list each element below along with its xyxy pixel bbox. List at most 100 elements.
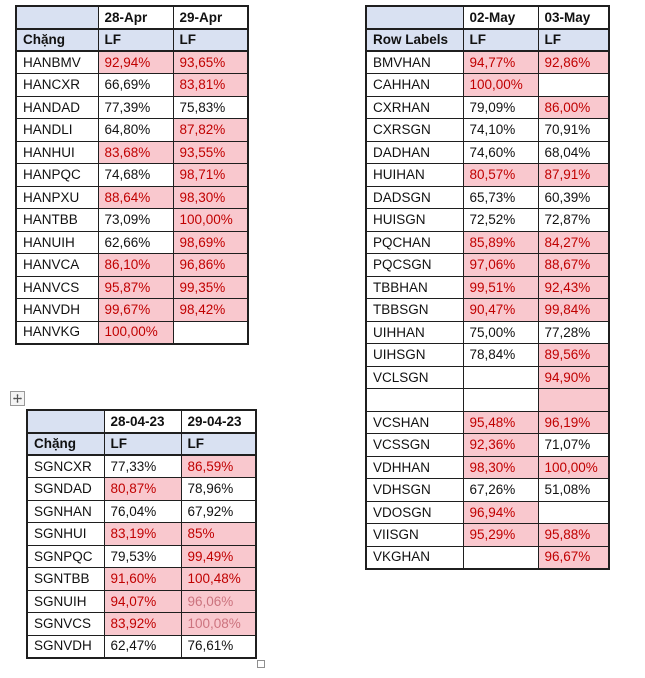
lf-value-cell[interactable]: 83,19% — [103, 522, 182, 546]
lf-value-cell[interactable]: 60,39% — [537, 185, 610, 209]
route-cell[interactable]: CXRSGN — [365, 118, 464, 142]
lf-value-cell[interactable]: 98,30% — [462, 455, 539, 479]
row-labels-header-cell[interactable]: Row Labels — [365, 28, 464, 52]
route-cell[interactable]: VIISGN — [365, 523, 464, 547]
lf-value-cell[interactable]: 67,26% — [462, 478, 539, 502]
route-cell[interactable]: HANPQC — [15, 163, 99, 187]
route-cell[interactable]: TBBSGN — [365, 298, 464, 322]
lf-header-cell[interactable]: LF — [462, 28, 539, 52]
route-cell[interactable]: VDHSGN — [365, 478, 464, 502]
route-cell[interactable]: TBBHAN — [365, 275, 464, 299]
date-header-cell[interactable]: 29-04-23 — [180, 409, 257, 434]
lf-value-cell[interactable]: 74,60% — [462, 140, 539, 164]
lf-value-cell[interactable]: 98,42% — [172, 298, 249, 322]
route-cell[interactable]: UIHSGN — [365, 343, 464, 367]
lf-value-cell[interactable]: 79,09% — [462, 95, 539, 119]
lf-value-cell[interactable] — [172, 320, 249, 344]
lf-value-cell[interactable]: 85% — [180, 522, 257, 546]
date-header-cell[interactable]: 03-May — [537, 5, 610, 30]
lf-value-cell[interactable]: 86,00% — [537, 95, 610, 119]
lf-value-cell[interactable]: 73,09% — [97, 208, 174, 232]
lf-value-cell[interactable]: 96,06% — [180, 589, 257, 613]
lf-value-cell[interactable] — [462, 365, 539, 389]
lf-value-cell[interactable]: 70,91% — [537, 118, 610, 142]
lf-value-cell[interactable]: 97,06% — [462, 253, 539, 277]
route-cell[interactable]: HANUIH — [15, 230, 99, 254]
lf-value-cell[interactable]: 98,30% — [172, 185, 249, 209]
route-cell[interactable]: SGNVDH — [26, 634, 105, 658]
route-cell[interactable]: HANBMV — [15, 50, 99, 74]
lf-value-cell[interactable]: 85,89% — [462, 230, 539, 254]
lf-value-cell[interactable]: 80,57% — [462, 163, 539, 187]
lf-value-cell[interactable]: 93,65% — [172, 50, 249, 74]
route-cell[interactable]: HANCXR — [15, 73, 99, 97]
route-cell[interactable]: DADHAN — [365, 140, 464, 164]
route-cell[interactable]: HANTBB — [15, 208, 99, 232]
lf-value-cell[interactable]: 84,27% — [537, 230, 610, 254]
table-resize-handle[interactable] — [257, 660, 265, 668]
corner-cell[interactable] — [26, 409, 105, 434]
route-cell[interactable]: HANVCS — [15, 275, 99, 299]
corner-cell[interactable] — [365, 5, 464, 30]
route-cell[interactable]: VKGHAN — [365, 545, 464, 569]
lf-value-cell[interactable]: 78,84% — [462, 343, 539, 367]
date-header-cell[interactable]: 28-04-23 — [103, 409, 182, 434]
lf-value-cell[interactable]: 75,00% — [462, 320, 539, 344]
lf-value-cell[interactable]: 67,92% — [180, 499, 257, 523]
date-header-cell[interactable]: 02-May — [462, 5, 539, 30]
lf-value-cell[interactable]: 92,86% — [537, 50, 610, 74]
lf-value-cell[interactable]: 95,29% — [462, 523, 539, 547]
route-cell[interactable]: HANPXU — [15, 185, 99, 209]
route-cell[interactable]: PQCSGN — [365, 253, 464, 277]
lf-value-cell[interactable]: 98,69% — [172, 230, 249, 254]
lf-header-cell[interactable]: LF — [172, 28, 249, 52]
lf-value-cell[interactable]: 94,07% — [103, 589, 182, 613]
lf-value-cell[interactable]: 98,71% — [172, 163, 249, 187]
lf-value-cell[interactable]: 87,91% — [537, 163, 610, 187]
lf-value-cell[interactable]: 91,60% — [103, 567, 182, 591]
row-labels-header-cell[interactable]: Chặng — [15, 28, 99, 52]
route-cell[interactable]: SGNHUI — [26, 522, 105, 546]
lf-value-cell[interactable] — [462, 388, 539, 412]
lf-value-cell[interactable]: 93,55% — [172, 140, 249, 164]
lf-value-cell[interactable]: 96,19% — [537, 410, 610, 434]
route-cell[interactable]: HUISGN — [365, 208, 464, 232]
lf-value-cell[interactable] — [537, 500, 610, 524]
route-cell[interactable]: SGNPQC — [26, 544, 105, 568]
lf-value-cell[interactable]: 77,39% — [97, 95, 174, 119]
route-cell[interactable]: HANVDH — [15, 298, 99, 322]
lf-value-cell[interactable]: 51,08% — [537, 478, 610, 502]
corner-cell[interactable] — [15, 5, 99, 30]
lf-value-cell[interactable]: 100,00% — [537, 455, 610, 479]
route-cell[interactable]: SGNVCS — [26, 612, 105, 636]
lf-value-cell[interactable]: 90,47% — [462, 298, 539, 322]
route-cell[interactable]: UIHHAN — [365, 320, 464, 344]
lf-value-cell[interactable]: 89,56% — [537, 343, 610, 367]
date-header-cell[interactable]: 29-Apr — [172, 5, 249, 30]
route-cell[interactable]: BMVHAN — [365, 50, 464, 74]
lf-value-cell[interactable]: 65,73% — [462, 185, 539, 209]
lf-value-cell[interactable]: 88,64% — [97, 185, 174, 209]
lf-value-cell[interactable]: 94,90% — [537, 365, 610, 389]
lf-value-cell[interactable]: 66,69% — [97, 73, 174, 97]
table-move-handle-icon[interactable] — [10, 391, 25, 406]
lf-value-cell[interactable]: 100,48% — [180, 567, 257, 591]
route-cell[interactable]: HANVKG — [15, 320, 99, 344]
row-labels-header-cell[interactable]: Chặng — [26, 432, 105, 456]
route-cell[interactable]: VCSHAN — [365, 410, 464, 434]
route-cell[interactable]: VCSSGN — [365, 433, 464, 457]
lf-value-cell[interactable]: 74,10% — [462, 118, 539, 142]
route-cell[interactable]: VCLSGN — [365, 365, 464, 389]
lf-value-cell[interactable]: 83,68% — [97, 140, 174, 164]
lf-value-cell[interactable]: 99,49% — [180, 544, 257, 568]
lf-value-cell[interactable]: 100,08% — [180, 612, 257, 636]
lf-header-cell[interactable]: LF — [97, 28, 174, 52]
lf-value-cell[interactable]: 72,87% — [537, 208, 610, 232]
route-cell[interactable]: CAHHAN — [365, 73, 464, 97]
route-cell[interactable]: SGNTBB — [26, 567, 105, 591]
lf-value-cell[interactable]: 62,66% — [97, 230, 174, 254]
lf-header-cell[interactable]: LF — [537, 28, 610, 52]
lf-value-cell[interactable]: 95,88% — [537, 523, 610, 547]
lf-value-cell[interactable]: 71,07% — [537, 433, 610, 457]
lf-value-cell[interactable]: 77,28% — [537, 320, 610, 344]
